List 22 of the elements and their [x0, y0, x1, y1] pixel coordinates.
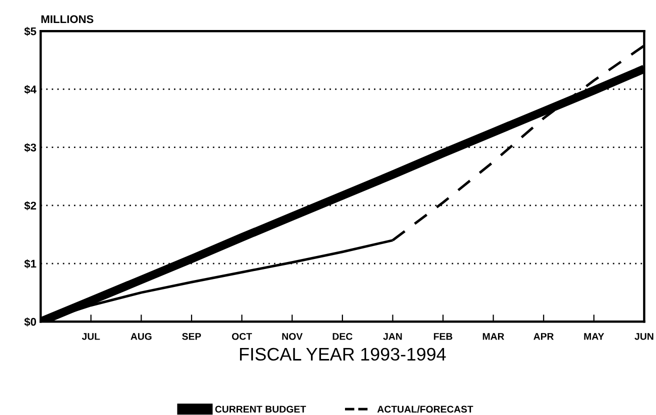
x-tick-label: APR	[534, 333, 554, 340]
x-axis-title: FISCAL YEAR 1993-1994	[240, 348, 446, 361]
x-tick-label: DEC	[332, 332, 352, 340]
y-tick-label: $3	[24, 143, 36, 152]
y-tick-label: $2	[24, 201, 36, 210]
x-tick-label: JUN	[634, 333, 654, 340]
y-tick-label: $1	[24, 259, 36, 268]
y-tick-label: $0	[24, 317, 36, 326]
y-tick-label: $4	[24, 85, 36, 94]
legend-label: CURRENT BUDGET	[215, 406, 306, 413]
x-tick-label: MAY	[584, 333, 604, 340]
x-tick-label: NOV	[282, 332, 303, 340]
x-tick-label: JAN	[383, 333, 402, 340]
x-tick-label: MAR	[482, 333, 504, 340]
y-tick-label: $5	[24, 26, 36, 36]
y-axis-title: MILLIONS	[41, 15, 94, 24]
x-tick-label: JUL	[82, 333, 100, 340]
x-tick-label: FEB	[434, 333, 452, 340]
legend-label: ACTUAL/FORECAST	[377, 405, 474, 413]
x-tick-label: SEP	[182, 332, 201, 340]
x-tick-label: OCT	[232, 332, 252, 340]
x-tick-label: AUG	[130, 332, 152, 340]
